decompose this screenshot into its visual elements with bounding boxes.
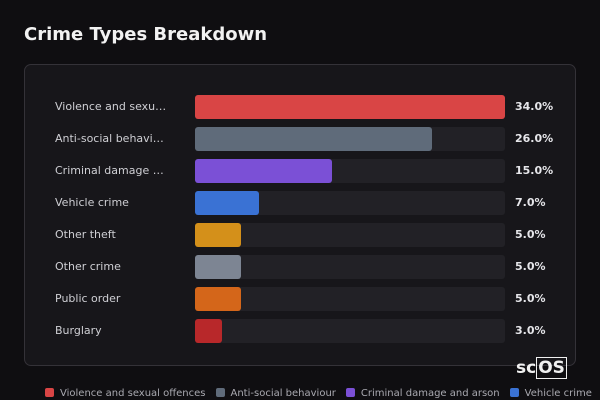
legend-item: Anti-social behaviour xyxy=(215,387,336,400)
bar xyxy=(195,255,241,279)
y-tick-label: Other crime xyxy=(55,260,121,273)
logo-text: sc xyxy=(516,358,537,378)
legend-item: Vehicle crime xyxy=(509,387,592,400)
legend-label: Vehicle crime xyxy=(524,388,592,399)
bar xyxy=(195,319,223,343)
legend-label: Criminal damage and arson xyxy=(360,388,500,399)
value-label: 15.0% xyxy=(515,164,554,177)
bar-track xyxy=(195,319,505,343)
bar xyxy=(195,287,241,311)
y-tick-label: Violence and sexual offences xyxy=(55,100,170,113)
chart-title: Crime Types Breakdown xyxy=(24,24,268,45)
legend-label: Violence and sexual offences xyxy=(60,388,206,399)
bar-track xyxy=(195,159,505,183)
legend-swatch xyxy=(509,388,519,397)
value-label: 5.0% xyxy=(515,260,546,273)
legend-swatch xyxy=(45,388,54,397)
legend-label: Anti-social behaviour xyxy=(230,388,336,399)
bar-track xyxy=(195,95,505,119)
bar-track xyxy=(195,223,505,247)
y-tick-label: Vehicle crime xyxy=(55,196,129,209)
y-tick-label: Public order xyxy=(55,292,121,305)
bar xyxy=(195,191,259,215)
legend-swatch xyxy=(215,388,225,397)
bar xyxy=(195,127,433,151)
bar xyxy=(195,95,505,119)
logo-box: OS xyxy=(536,357,567,379)
legend: Violence and sexual offences Anti-social … xyxy=(45,387,600,400)
y-tick-label: Burglary xyxy=(55,324,102,337)
y-tick-label: Anti-social behaviour xyxy=(55,132,170,145)
bar-track xyxy=(195,255,505,279)
y-tick-label: Criminal damage and arson xyxy=(55,164,170,177)
value-label: 34.0% xyxy=(515,100,554,113)
bar xyxy=(195,223,241,247)
legend-swatch xyxy=(345,388,355,397)
legend-item: Criminal damage and arson xyxy=(345,387,500,400)
value-label: 7.0% xyxy=(515,196,546,209)
bar xyxy=(195,159,332,183)
bar-track xyxy=(195,127,505,151)
chart-panel: Violence and sexual offences 34.0% Anti-so… xyxy=(24,64,576,366)
value-label: 3.0% xyxy=(515,324,546,337)
value-label: 26.0% xyxy=(515,132,554,145)
bar-track xyxy=(195,287,505,311)
y-tick-label: Other theft xyxy=(55,228,116,241)
value-label: 5.0% xyxy=(515,292,546,305)
logo: sc OS xyxy=(516,357,567,379)
legend-item: Violence and sexual offences xyxy=(45,387,206,400)
value-label: 5.0% xyxy=(515,228,546,241)
bar-track xyxy=(195,191,505,215)
